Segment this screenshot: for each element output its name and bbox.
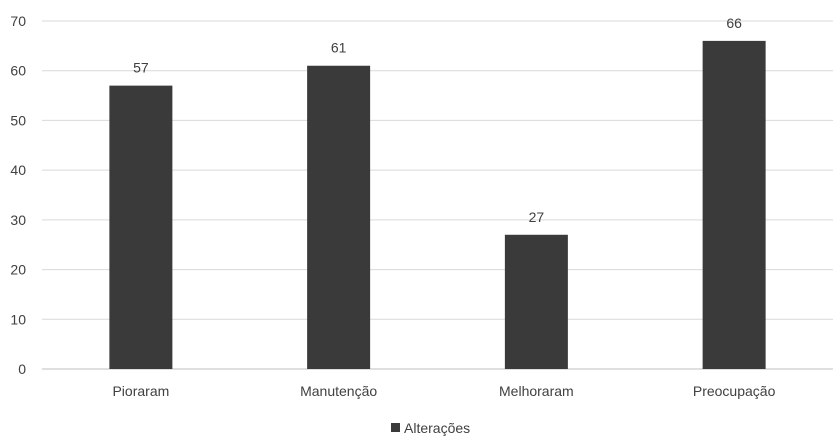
bars: 57 61 27 66 — [109, 15, 766, 370]
x-tick-label: Melhoraram — [499, 383, 574, 399]
y-tick-label: 20 — [10, 262, 26, 278]
y-tick-label: 50 — [10, 112, 26, 128]
gridlines — [42, 20, 833, 370]
x-tick-label: Preocupação — [693, 383, 776, 399]
legend: Alterações — [391, 420, 470, 436]
legend-swatch — [391, 423, 400, 432]
legend-label: Alterações — [404, 420, 470, 436]
bar-preocupação — [702, 40, 766, 370]
bar-pioraram — [109, 85, 173, 369]
y-tick-label: 70 — [10, 13, 26, 29]
bar-manutenção — [307, 65, 371, 369]
y-axis-ticks: 0 10 20 30 40 50 60 70 — [10, 13, 26, 377]
x-axis-ticks: Pioraram Manutenção Melhoraram Preocupação — [112, 383, 775, 399]
data-label: 66 — [726, 15, 742, 31]
y-tick-label: 40 — [10, 162, 26, 178]
y-tick-label: 60 — [10, 63, 26, 79]
data-label: 27 — [529, 209, 545, 225]
y-tick-label: 0 — [18, 361, 26, 377]
bar-melhoraram — [504, 234, 568, 369]
data-label: 57 — [133, 60, 149, 76]
y-tick-label: 10 — [10, 311, 26, 327]
x-tick-label: Manutenção — [300, 383, 377, 399]
data-label: 61 — [331, 40, 347, 56]
x-tick-label: Pioraram — [112, 383, 169, 399]
y-tick-label: 30 — [10, 212, 26, 228]
